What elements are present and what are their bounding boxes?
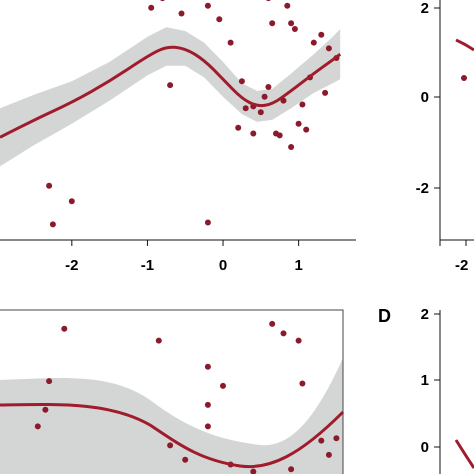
data-point: [257, 109, 264, 116]
confidence-band: [0, 27, 341, 167]
data-point: [280, 330, 287, 337]
y-tick-label: 0: [421, 439, 429, 456]
data-point: [250, 130, 257, 137]
data-point: [49, 221, 56, 228]
data-point: [303, 126, 310, 133]
data-point: [148, 4, 155, 11]
data-point: [204, 363, 211, 370]
x-tick-label: -2: [65, 257, 78, 274]
data-point: [182, 456, 189, 463]
panel-top-left: -2 -1 0 1: [0, 0, 356, 274]
scatter-points: [34, 320, 340, 474]
data-point: [216, 16, 223, 23]
smooth-line: [0, 402, 345, 469]
data-point: [46, 378, 53, 385]
data-point: [167, 82, 174, 89]
data-point: [204, 2, 211, 9]
y-tick-label: -2: [416, 180, 429, 197]
data-point: [204, 423, 211, 430]
y-tick-label: 0: [421, 89, 429, 106]
x-tick-label: -2: [455, 257, 468, 274]
data-point: [61, 325, 68, 332]
data-point: [220, 382, 226, 389]
data-point: [42, 406, 49, 413]
data-point: [160, 0, 165, 2]
data-point: [322, 89, 329, 96]
data-point: [276, 132, 283, 139]
data-point: [46, 182, 53, 189]
data-point: [227, 39, 234, 46]
data-point: [288, 144, 295, 150]
x-tick-label: 1: [294, 257, 302, 274]
data-point: [318, 437, 325, 444]
data-point: [288, 466, 295, 473]
y-ticks: 2 1 0: [421, 306, 440, 456]
y-tick-label: 2: [421, 0, 429, 17]
data-point: [299, 380, 306, 387]
data-point: [68, 198, 75, 205]
data-point: [265, 84, 272, 90]
data-point: [291, 26, 298, 32]
data-point: [269, 20, 276, 27]
data-point: [269, 320, 276, 327]
data-point: [288, 20, 295, 27]
smooth-line: [0, 45, 342, 139]
data-point: [284, 2, 291, 9]
data-point: [167, 442, 174, 449]
y-tick-label: 2: [421, 306, 429, 323]
y-tick-label: 1: [421, 372, 429, 389]
data-point: [318, 31, 325, 38]
confidence-band: [0, 358, 343, 474]
data-point: [333, 435, 340, 442]
data-point: [325, 451, 332, 458]
x-ticks: -2 -1 0 1: [65, 240, 303, 274]
data-point: [204, 401, 211, 408]
x-tick-label: -1: [141, 257, 154, 274]
data-point: [295, 120, 302, 127]
data-point: [178, 10, 185, 17]
data-point: [325, 45, 332, 52]
data-point: [310, 39, 317, 46]
data-point: [250, 468, 257, 474]
data-point: [238, 78, 245, 85]
data-point: [461, 75, 467, 81]
panel-bottom-left: [0, 309, 345, 474]
data-point: [34, 423, 41, 430]
data-point: [242, 105, 249, 112]
y-ticks: 2 0 -2: [416, 0, 440, 197]
panel-letter: D: [378, 306, 391, 326]
data-point: [299, 101, 306, 108]
data-point: [266, 0, 271, 2]
data-point: [295, 337, 302, 344]
scatter-points: [46, 0, 340, 228]
data-point: [155, 337, 162, 344]
panel-top-right: 2 0 -2 -2: [416, 0, 474, 274]
data-point: [204, 219, 211, 226]
smooth-line: [454, 439, 474, 469]
plot-frame: [0, 309, 344, 474]
panel-bottom-right: D 2 1 0: [378, 306, 474, 474]
data-point: [235, 124, 242, 131]
data-point: [261, 93, 268, 100]
smooth-line: [455, 38, 474, 52]
x-tick-label: 0: [219, 257, 227, 274]
